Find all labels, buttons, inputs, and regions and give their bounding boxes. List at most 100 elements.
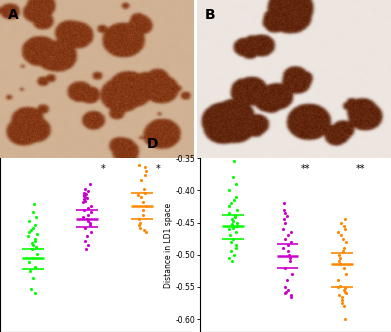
- Point: [33, 245, 39, 250]
- Point: [143, 203, 149, 208]
- Point: [226, 210, 232, 215]
- Point: [230, 197, 237, 203]
- Point: [140, 208, 147, 213]
- Point: [84, 242, 91, 248]
- Point: [32, 236, 38, 241]
- Point: [83, 247, 89, 252]
- Text: B: B: [205, 8, 216, 22]
- Point: [284, 278, 290, 283]
- Point: [282, 291, 288, 296]
- Point: [81, 190, 87, 196]
- Point: [341, 265, 347, 270]
- Point: [135, 192, 141, 198]
- Point: [83, 191, 90, 197]
- Point: [137, 225, 143, 230]
- Point: [340, 236, 346, 241]
- Point: [80, 214, 86, 219]
- Point: [84, 234, 90, 239]
- Point: [280, 246, 287, 251]
- Point: [282, 265, 289, 270]
- Point: [233, 229, 239, 235]
- Point: [230, 236, 237, 241]
- Point: [228, 239, 234, 244]
- Point: [85, 218, 91, 224]
- Text: *: *: [155, 164, 160, 174]
- Point: [281, 201, 287, 206]
- Point: [84, 212, 91, 217]
- Point: [335, 229, 341, 235]
- Point: [342, 226, 348, 232]
- Point: [229, 259, 235, 264]
- Point: [233, 181, 239, 187]
- Point: [25, 234, 32, 239]
- Point: [342, 290, 348, 295]
- Point: [136, 162, 142, 167]
- Point: [339, 294, 345, 299]
- Point: [231, 159, 238, 164]
- Point: [82, 195, 88, 200]
- Point: [88, 210, 94, 215]
- Point: [229, 216, 235, 222]
- Point: [32, 290, 39, 295]
- Point: [337, 283, 343, 288]
- Point: [288, 229, 294, 235]
- Point: [26, 229, 32, 235]
- Point: [288, 239, 294, 244]
- Point: [335, 284, 341, 290]
- Point: [336, 252, 343, 257]
- Point: [140, 186, 147, 191]
- Point: [342, 286, 348, 291]
- Point: [288, 294, 294, 299]
- Point: [281, 216, 287, 222]
- Point: [343, 271, 349, 277]
- Point: [29, 210, 36, 215]
- Point: [230, 175, 236, 180]
- Point: [82, 186, 88, 191]
- Point: [32, 238, 38, 243]
- Text: *: *: [101, 164, 106, 174]
- Point: [285, 249, 291, 254]
- Text: **: **: [355, 164, 365, 174]
- Point: [85, 188, 91, 193]
- Point: [232, 215, 238, 220]
- Point: [282, 284, 289, 290]
- Point: [142, 168, 149, 174]
- Point: [233, 242, 239, 248]
- Point: [282, 236, 288, 241]
- Point: [81, 208, 88, 213]
- Point: [285, 252, 292, 257]
- Point: [80, 199, 86, 204]
- Point: [226, 188, 232, 193]
- Point: [343, 291, 349, 296]
- Point: [336, 259, 342, 264]
- Point: [285, 242, 291, 248]
- Point: [335, 278, 341, 283]
- Point: [287, 259, 294, 264]
- Point: [230, 218, 236, 223]
- Point: [87, 182, 93, 187]
- Point: [231, 252, 237, 257]
- Point: [234, 223, 240, 228]
- Point: [284, 213, 291, 219]
- Point: [84, 206, 91, 211]
- Point: [142, 164, 149, 169]
- Point: [338, 220, 344, 225]
- Point: [143, 229, 149, 235]
- Point: [136, 216, 142, 222]
- Point: [137, 221, 143, 226]
- Point: [341, 223, 347, 228]
- Point: [287, 255, 293, 261]
- Point: [81, 194, 87, 199]
- Point: [282, 220, 288, 225]
- Point: [81, 197, 87, 202]
- Point: [142, 173, 148, 178]
- Point: [140, 199, 146, 204]
- Point: [142, 190, 148, 196]
- Point: [283, 290, 289, 295]
- Point: [30, 255, 36, 261]
- Point: [228, 249, 234, 254]
- Point: [29, 247, 35, 252]
- Point: [29, 242, 36, 248]
- Point: [343, 239, 349, 244]
- Point: [340, 249, 346, 254]
